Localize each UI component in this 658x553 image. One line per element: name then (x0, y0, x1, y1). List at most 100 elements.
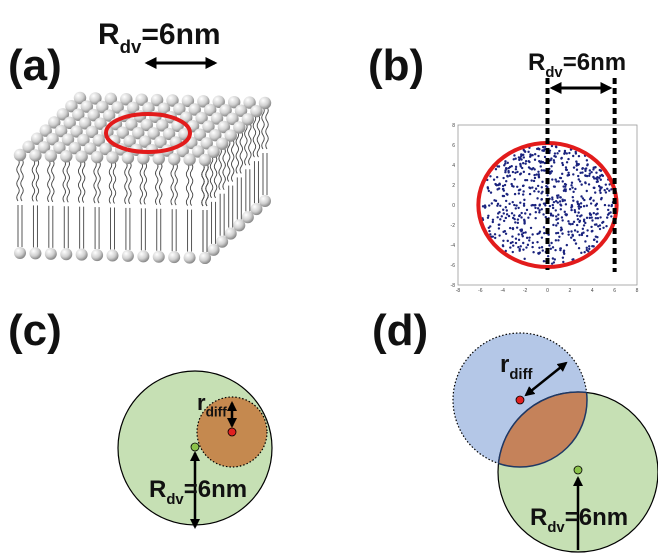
scatter-dot (597, 225, 599, 227)
lipid-tail (160, 163, 163, 205)
scatter-dot (523, 258, 525, 260)
lipid-head (106, 151, 118, 163)
lipid-tail (129, 162, 132, 204)
scatter-dot (606, 188, 608, 190)
scatter-dot (504, 169, 506, 171)
scatter-dot (584, 240, 586, 242)
value: =6nm (563, 49, 626, 76)
scatter-dot (610, 215, 612, 217)
scatter-dot (509, 246, 511, 248)
scatter-dot (596, 178, 598, 180)
scatter-dot (496, 216, 498, 218)
scatter-dot (555, 209, 557, 211)
subscript: dv (166, 492, 184, 508)
scatter-dot (541, 246, 543, 248)
scatter-dot (505, 200, 507, 202)
scatter-dot (515, 204, 517, 206)
scatter-dot (555, 156, 557, 158)
scatter-dot (552, 224, 554, 226)
panel-label: (d) (372, 306, 428, 355)
scatter-dot (541, 236, 543, 238)
scatter-dot (489, 233, 491, 235)
scatter-dot (558, 150, 560, 152)
scatter-dot (530, 227, 532, 229)
scatter-dot (586, 190, 588, 192)
symbol: R (528, 49, 545, 76)
scatter-dot (524, 179, 526, 181)
scatter-dot (600, 179, 602, 181)
scatter-dot (489, 175, 491, 177)
scatter-dot (587, 250, 589, 252)
y-tick-label: 8 (452, 123, 455, 129)
scatter-dot (576, 201, 578, 203)
scatter-dot (523, 219, 525, 221)
scatter-dot (569, 223, 571, 225)
scatter-dot (577, 218, 579, 220)
scatter-dot (550, 248, 552, 250)
y-tick-label: -6 (451, 263, 456, 269)
y-tick-label: 0 (452, 203, 455, 209)
scatter-dot (591, 245, 593, 247)
scatter-dot (487, 187, 489, 189)
lipid-head (60, 150, 72, 162)
scatter-dot (538, 211, 540, 213)
scatter-dot (562, 256, 564, 258)
scatter-dot (536, 241, 538, 243)
scatter-dot (602, 227, 604, 229)
y-tick-label: -8 (451, 283, 456, 289)
scatter-dot (595, 235, 597, 237)
lipid-head (91, 151, 103, 163)
scatter-dot (561, 198, 563, 200)
scatter-dot (538, 176, 540, 178)
scatter-dot (488, 204, 490, 206)
scatter-dot (524, 163, 526, 165)
scatter-dot (557, 239, 559, 241)
scatter-dot (566, 244, 568, 246)
scatter-dot (499, 218, 501, 220)
scatter-dot (588, 183, 590, 185)
scatter-dot (601, 222, 603, 224)
scatter-dot (588, 175, 590, 177)
scatter-dot (537, 155, 539, 157)
scatter-dot (532, 251, 534, 253)
scatter-dot (498, 187, 500, 189)
scatter-dot (596, 208, 598, 210)
scatter-dot (496, 176, 498, 178)
scatter-dot (566, 161, 568, 163)
lipid-head (60, 248, 72, 260)
lipid-head (29, 247, 41, 259)
scatter-dot (523, 205, 525, 207)
lipid-head (76, 249, 88, 261)
scatter-dot (593, 238, 595, 240)
lipid-tail (125, 162, 128, 204)
lipid-tail (206, 164, 209, 206)
scatter-dot (523, 171, 525, 173)
scatter-dot (528, 161, 530, 163)
lipid-tail (257, 115, 260, 157)
scatter-dot (560, 208, 562, 210)
scatter-dot (514, 193, 516, 195)
scatter-dot (599, 192, 601, 194)
scatter-dot (520, 245, 522, 247)
scatter-dot (495, 200, 497, 202)
scatter-dot (511, 212, 513, 214)
scatter-dot (523, 156, 525, 158)
scatter-dot (505, 233, 507, 235)
scatter-dot (577, 211, 579, 213)
scatter-dot (597, 217, 599, 219)
scatter-dot (498, 165, 500, 167)
scatter-dot (600, 170, 602, 172)
scatter-dot (537, 185, 539, 187)
scatter-dot (561, 219, 563, 221)
scatter-dot (513, 154, 515, 156)
scatter-dot (532, 167, 534, 169)
scatter-dot (567, 172, 569, 174)
scatter-dot (555, 215, 557, 217)
scatter-dot (550, 214, 552, 216)
scatter-dot (497, 203, 499, 205)
subscript: diff (509, 367, 532, 383)
scatter-dot (546, 194, 548, 196)
lipid-head (183, 153, 195, 165)
scatter-dot (527, 151, 529, 153)
lipid-tail (156, 163, 159, 205)
